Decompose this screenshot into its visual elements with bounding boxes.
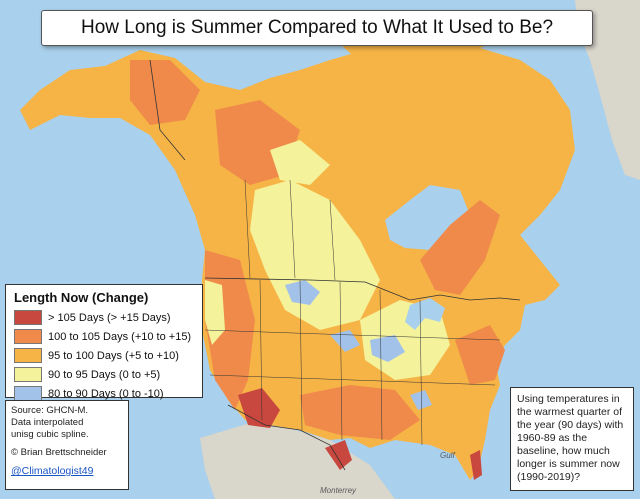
legend-item: 95 to 100 Days (+5 to +10) [6,346,202,365]
legend-label: 90 to 95 Days (0 to +5) [48,368,161,381]
map-label-gulf: Gulf [440,451,455,460]
zone-yellow-midwest [360,300,450,380]
zone-orange-east [455,325,505,385]
legend-swatch [14,386,42,401]
zone-orange-south [300,385,420,440]
internal-borders [204,179,501,446]
map-label-monterrey: Monterrey [320,486,357,495]
legend-label: 100 to 105 Days (+10 to +15) [48,330,192,343]
zone-blue-greatplains [330,330,360,352]
title-box: How Long is Summer Compared to What It U… [41,10,593,46]
twitter-handle-link[interactable]: @Climatologist49 [11,465,94,477]
zone-red-southwest [238,388,280,428]
zone-yellow-westcoast [205,280,225,345]
border-canada-us [204,277,521,301]
arctic-island-small [470,95,525,150]
methodology-note: Using temperatures in the warmest quarte… [510,387,634,491]
note-text: Using temperatures in the warmest quarte… [517,393,624,483]
legend-item: 80 to 90 Days (0 to -10) [6,384,202,403]
legend-swatch [14,348,42,363]
zone-orange-alaska [130,60,200,125]
zone-blue-midwest [370,335,405,362]
legend-item: 90 to 95 Days (0 to +5) [6,365,202,384]
zone-blue-prairies [285,280,320,305]
source-line: unisg cubic spline. [11,429,89,440]
legend-label: 80 to 90 Days (0 to -10) [48,387,164,400]
source-line: Source: GHCN-M. [11,405,89,416]
legend-item: 100 to 105 Days (+10 to +15) [6,327,202,346]
legend-swatch [14,367,42,382]
source-box: Source: GHCN-M. Data interpolated unisg … [5,400,129,490]
legend-item: > 105 Days (> +15 Days) [6,308,202,327]
legend-swatch [14,329,42,344]
zone-yellow-prairies [250,180,380,330]
zone-red-florida [470,450,482,480]
source-line: Data interpolated [11,417,84,428]
legend-label: > 105 Days (> +15 Days) [48,311,171,324]
map-title: How Long is Summer Compared to What It U… [80,17,554,38]
zone-blue-southeast [410,390,432,410]
legend-label: 95 to 100 Days (+5 to +10) [48,349,179,362]
mexico [200,420,395,499]
great-lakes [405,298,445,330]
legend-title: Length Now (Change) [14,290,149,305]
border-us-mexico [227,404,346,471]
legend-swatch [14,310,42,325]
legend: Length Now (Change) > 105 Days (> +15 Da… [5,284,203,401]
zone-orange-quebec [420,200,500,295]
zone-yellow-north [270,140,330,185]
credit-text: © Brian Brettschneider [11,447,107,458]
border-alaska [149,59,186,161]
